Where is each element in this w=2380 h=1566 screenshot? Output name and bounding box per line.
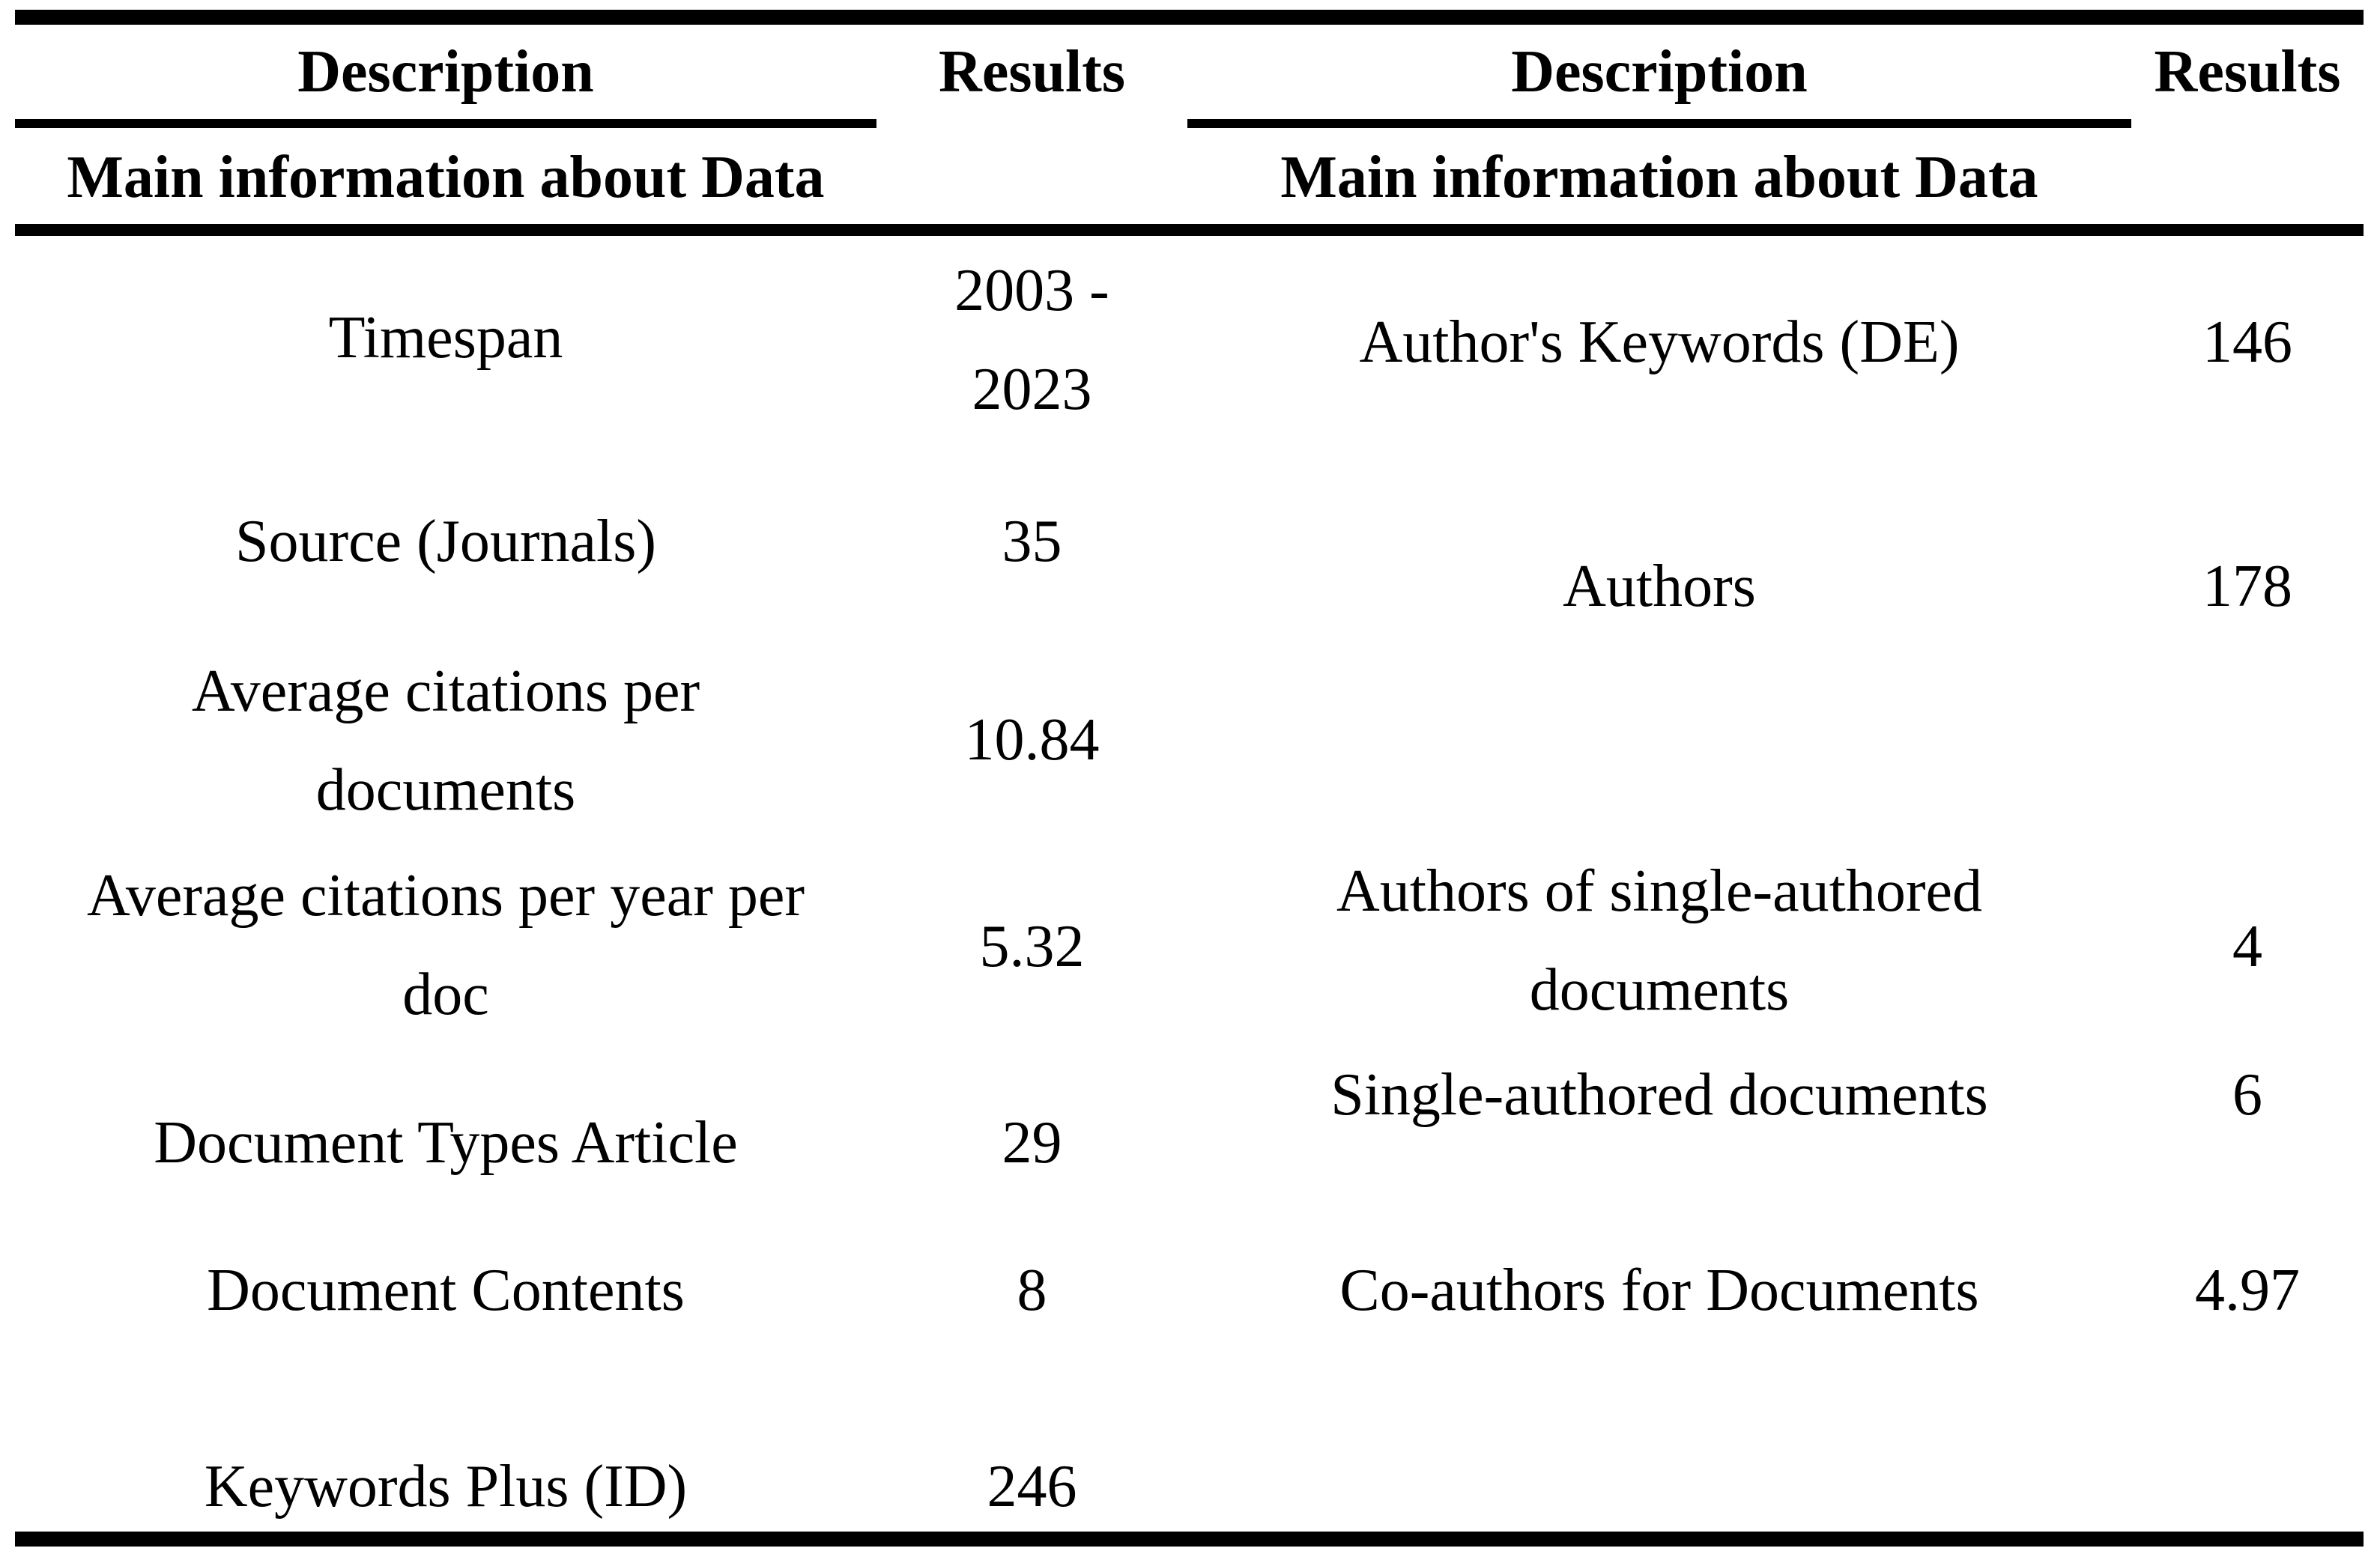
row-label-document-types-article: Document Types Article (154, 1110, 738, 1176)
row-value-authors: 178 (2202, 553, 2292, 619)
row-value-coauthors-for-documents: 4.97 (2195, 1257, 2300, 1323)
row-value-document-types-article: 29 (1002, 1110, 1062, 1176)
section-header-left: Main information about Data (67, 145, 825, 210)
row-label-avg-citations-per-year: Average citations per year per doc (86, 863, 805, 1028)
description-underline-left (15, 119, 876, 128)
row-label-coauthors-for-documents: Co-authors for Documents (1339, 1257, 1979, 1323)
row-value-timespan: 2003 - 2023 (954, 258, 1109, 422)
row-value-avg-citations-per-year: 5.32 (979, 914, 1085, 980)
row-label-keywords-plus: Keywords Plus (ID) (204, 1454, 688, 1520)
results-header-right: Results (2154, 39, 2341, 105)
row-label-avg-citations-per-doc: Average citations per documents (191, 658, 700, 823)
row-value-authors-keywords-de: 146 (2202, 309, 2292, 375)
row-value-document-contents: 8 (1017, 1257, 1047, 1323)
table-top-rule (15, 10, 2364, 25)
row-label-source-journals: Source (Journals) (234, 509, 657, 574)
row-label-timespan: Timespan (328, 305, 563, 371)
row-label-document-contents: Document Contents (207, 1257, 685, 1323)
table-bottom-rule (15, 1532, 2364, 1547)
description-underline-right (1187, 119, 2131, 128)
section-header-divider-rule (15, 224, 2364, 236)
description-header-right: Description (1511, 39, 1808, 105)
row-label-authors-single-authored: Authors of single-authored documents (1336, 858, 1983, 1023)
row-label-authors: Authors (1563, 553, 1756, 619)
row-label-authors-keywords-de: Author's Keywords (DE) (1359, 309, 1960, 375)
row-value-avg-citations-per-doc: 10.84 (964, 707, 1100, 773)
section-header-right: Main information about Data (1280, 145, 2038, 210)
row-value-keywords-plus: 246 (987, 1454, 1077, 1520)
row-value-source-journals: 35 (1002, 509, 1062, 574)
row-value-authors-single-authored: 4 (2232, 914, 2262, 980)
row-label-single-authored-docs: Single-authored documents (1330, 1062, 1988, 1128)
row-value-single-authored-docs: 6 (2232, 1062, 2262, 1128)
results-header-left: Results (939, 39, 1125, 105)
description-header-left: Description (297, 39, 594, 105)
